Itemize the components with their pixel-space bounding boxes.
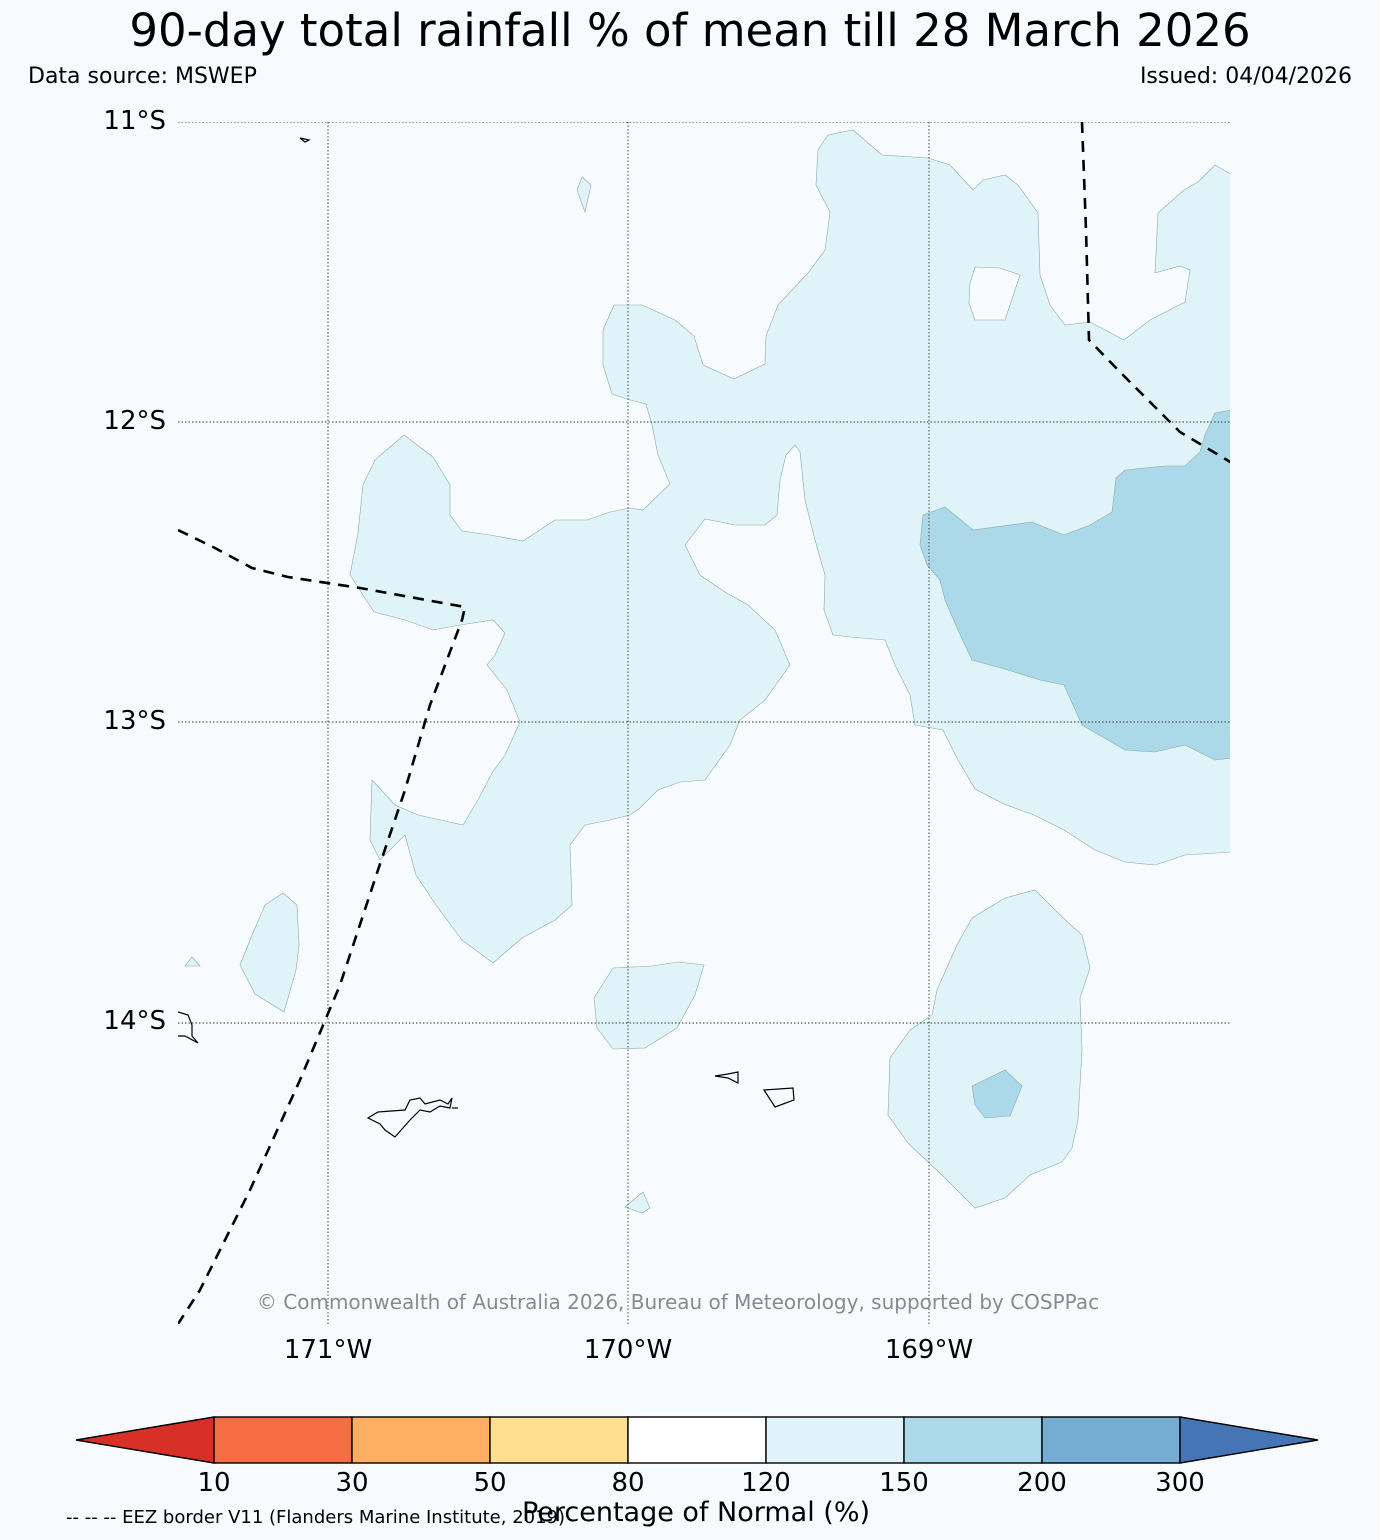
- issued-date: Issued: 04/04/2026: [1139, 64, 1352, 89]
- island-outlines: [178, 137, 795, 1138]
- region-120-150-southeast: [887, 889, 1091, 1209]
- region-120-150-west: [349, 129, 1230, 964]
- island-north: [299, 137, 311, 143]
- island-upolu: [366, 1097, 453, 1138]
- colorbar-segment-200-300: [1041, 1416, 1181, 1464]
- colorbar-tick-10: 10: [197, 1468, 231, 1498]
- lon-label-170w: 170°W: [583, 1335, 673, 1365]
- lon-label-171w: 171°W: [283, 1335, 373, 1365]
- region-120-150-patch-2: [593, 961, 705, 1050]
- colorbar-segment-120-150: [765, 1416, 905, 1464]
- colorbar-segment-80-120: [627, 1416, 767, 1464]
- lat-label-13s: 13°S: [103, 706, 166, 736]
- page-title: 90-day total rainfall % of mean till 28 …: [129, 4, 1251, 57]
- lon-label-169w: 169°W: [884, 1335, 974, 1365]
- map-gridlines: [178, 122, 1230, 1324]
- region-150-200-east: [919, 410, 1230, 761]
- colorbar-tick-80: 80: [611, 1468, 645, 1498]
- colorbar-tick-200: 200: [1017, 1468, 1067, 1498]
- colorbar-tick-30: 30: [335, 1468, 369, 1498]
- eez-border: [178, 122, 1230, 1324]
- island-tutuila-west: [714, 1071, 739, 1084]
- copyright-notice: © Commonwealth of Australia 2026, Bureau…: [256, 1290, 1100, 1314]
- colorbar-extend-low: [75, 1416, 215, 1464]
- colorbar: [75, 1416, 1319, 1464]
- lat-label-11s: 11°S: [103, 106, 166, 136]
- island-ofu: [762, 1087, 795, 1108]
- island-west-edge: [178, 1011, 199, 1044]
- region-hole: [968, 266, 1021, 321]
- colorbar-tick-50: 50: [473, 1468, 507, 1498]
- lat-label-14s: 14°S: [103, 1006, 166, 1036]
- region-120-150-patch-4: [184, 956, 201, 967]
- colorbar-segment-150-200: [903, 1416, 1043, 1464]
- colorbar-tick-120: 120: [741, 1468, 791, 1498]
- eez-legend-note: -- -- -- EEZ border V11 (Flanders Marine…: [66, 1507, 566, 1528]
- colorbar-tick-150: 150: [879, 1468, 929, 1498]
- region-120-150-patch-3: [576, 176, 592, 214]
- colorbar-segment-30-50: [351, 1416, 491, 1464]
- colorbar-label: Percentage of Normal (%): [521, 1497, 871, 1528]
- region-120-150-patch-5: [624, 1191, 651, 1214]
- data-source: Data source: MSWEP: [28, 64, 257, 89]
- region-120-150-patch-1: [239, 892, 300, 1013]
- colorbar-extend-high: [1179, 1416, 1319, 1464]
- region-150-200-south: [971, 1069, 1023, 1119]
- colorbar-segment-10-30: [213, 1416, 353, 1464]
- colorbar-tick-300: 300: [1155, 1468, 1205, 1498]
- lat-label-12s: 12°S: [103, 406, 166, 436]
- colorbar-segment-50-80: [489, 1416, 629, 1464]
